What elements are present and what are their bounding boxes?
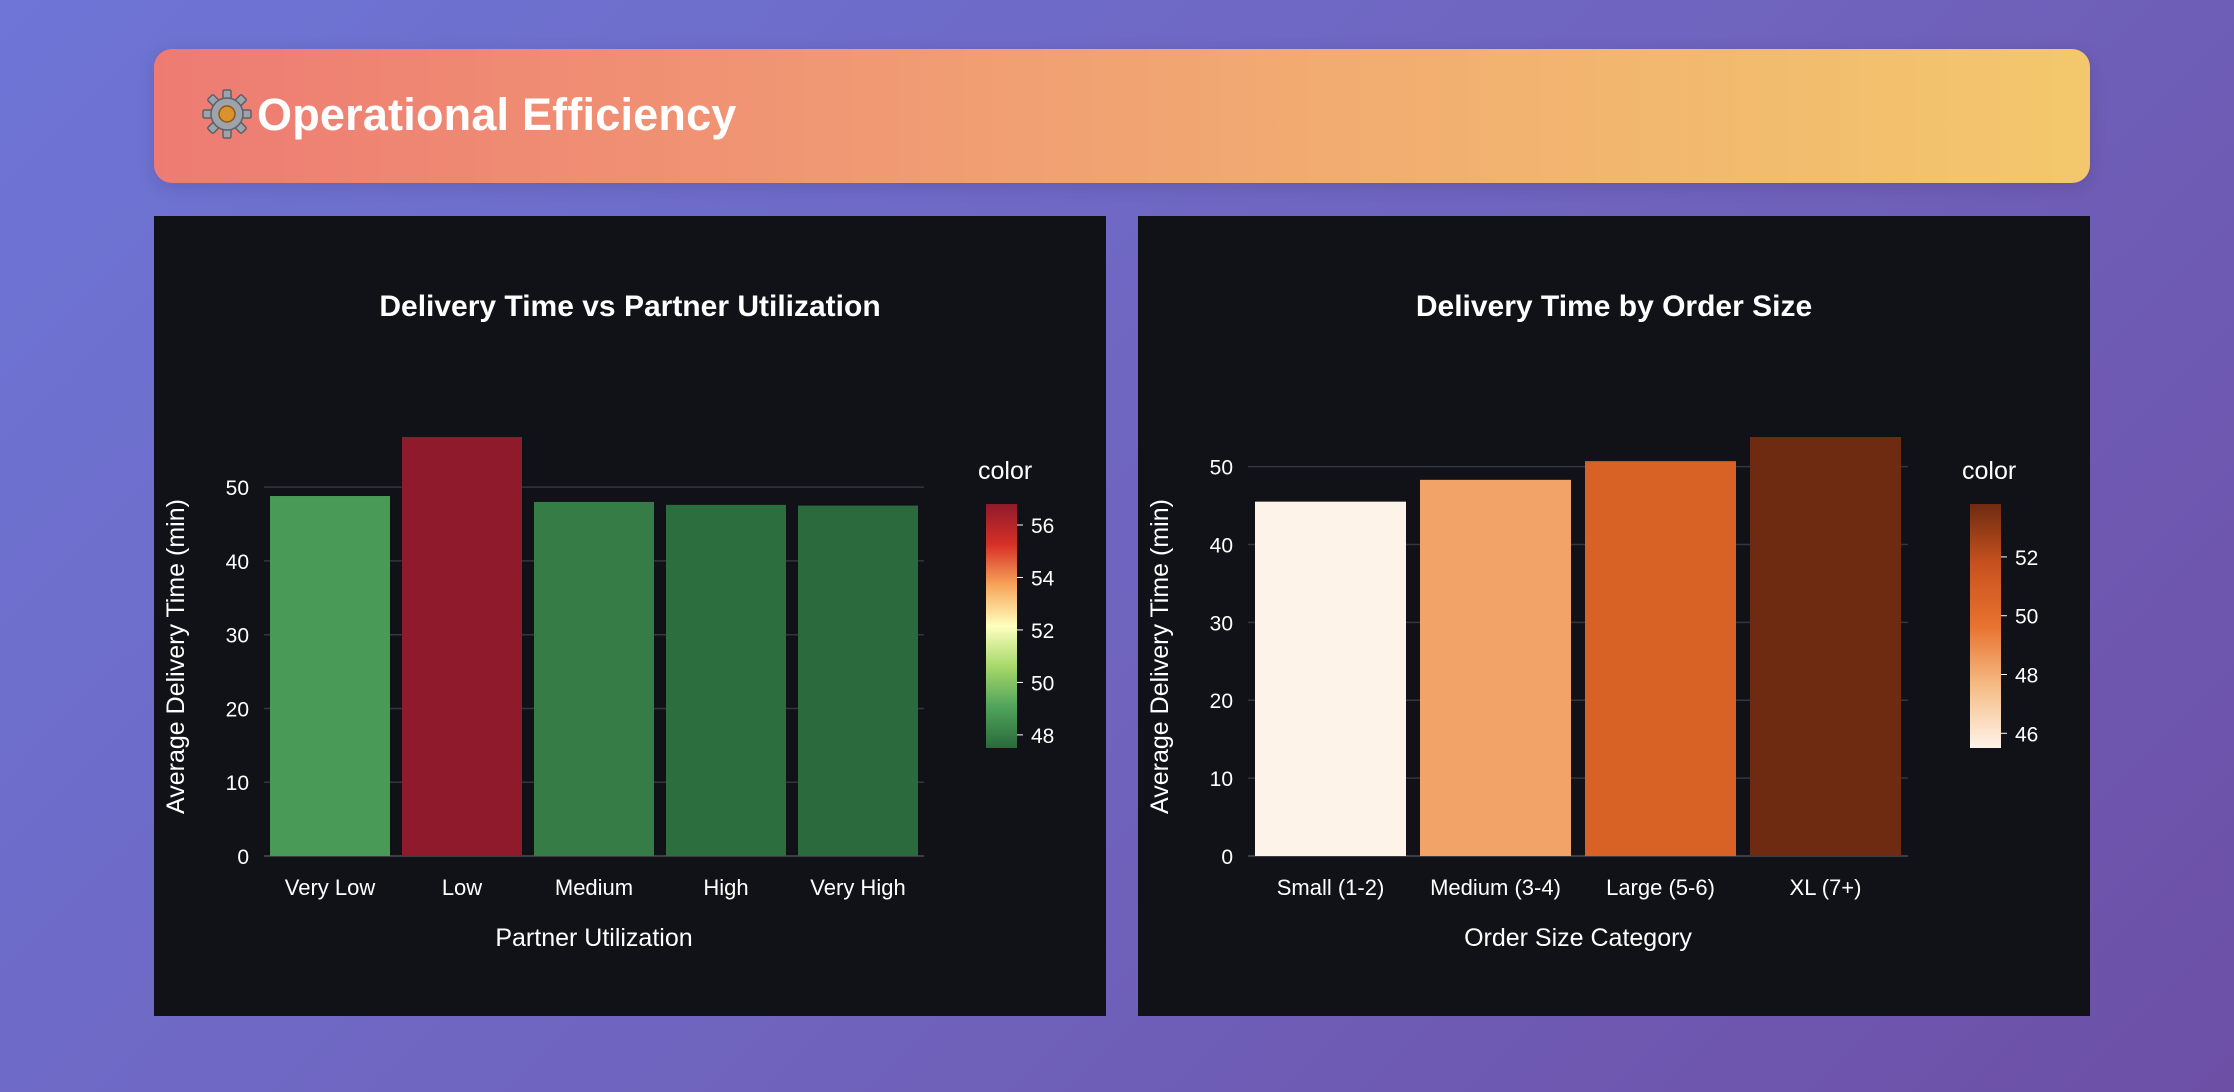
y-tick-label: 10 bbox=[1210, 768, 1233, 791]
bar-xl-7 bbox=[1750, 437, 1901, 856]
bar-large-5-6 bbox=[1585, 461, 1736, 856]
y-tick-label: 30 bbox=[226, 625, 249, 648]
y-tick-label: 20 bbox=[226, 698, 249, 721]
colorbar-title: color bbox=[1962, 457, 2016, 485]
chart-title: Delivery Time vs Partner Utilization bbox=[379, 290, 880, 323]
colorbar-tick-label: 46 bbox=[2015, 723, 2038, 746]
bar-medium-3-4 bbox=[1420, 479, 1571, 856]
bar-very-low bbox=[270, 496, 390, 856]
chart-panel-order-size: Delivery Time by Order Size 0 10 20 30 40 50 Sm… bbox=[1138, 216, 2090, 1016]
bar-low bbox=[402, 437, 522, 856]
y-tick-label: 50 bbox=[1210, 457, 1233, 480]
x-tick-label: Very High bbox=[810, 875, 905, 900]
colorbar-title: color bbox=[978, 457, 1032, 485]
colorbar-tick-label: 48 bbox=[2015, 665, 2038, 688]
y-tick-label: 40 bbox=[1210, 534, 1233, 557]
x-tick-label: XL (7+) bbox=[1790, 875, 1862, 900]
y-tick-label: 30 bbox=[1210, 612, 1233, 635]
x-tick-label: Low bbox=[442, 875, 482, 900]
x-tick-label: Large (5-6) bbox=[1606, 875, 1715, 900]
header-banner: Operational Efficiency bbox=[154, 49, 2090, 183]
chart-title: Delivery Time by Order Size bbox=[1416, 290, 1812, 323]
x-axis-label: Partner Utilization bbox=[495, 924, 692, 952]
colorbar-tick-label: 52 bbox=[1031, 620, 1054, 643]
bar-high bbox=[666, 504, 786, 856]
chart-panel-utilization: Delivery Time vs Partner Utilization 0 10 2… bbox=[154, 216, 1106, 1016]
y-axis-label: Average Delivery Time (min) bbox=[162, 499, 190, 814]
colorbar-tick-label: 50 bbox=[2015, 606, 2038, 629]
x-tick-label: Medium (3-4) bbox=[1430, 875, 1561, 900]
colorbar-tick-label: 50 bbox=[1031, 672, 1054, 695]
x-tick-label: Medium bbox=[555, 875, 633, 900]
y-tick-label: 40 bbox=[226, 551, 249, 574]
colorbar bbox=[986, 504, 1017, 748]
y-tick-label: 0 bbox=[237, 846, 249, 869]
x-tick-label: High bbox=[703, 875, 748, 900]
y-tick-label: 20 bbox=[1210, 690, 1233, 713]
gear-icon bbox=[202, 89, 252, 139]
chart-delivery-by-order-size: Delivery Time by Order Size 0 10 20 30 40 50 Sm… bbox=[1146, 290, 2038, 952]
bar-small-1-2 bbox=[1255, 501, 1406, 856]
colorbar-tick-label: 54 bbox=[1031, 567, 1055, 590]
bar-very-high bbox=[798, 505, 918, 856]
x-tick-label: Very Low bbox=[285, 875, 376, 900]
x-tick-label: Small (1-2) bbox=[1277, 875, 1385, 900]
y-tick-label: 50 bbox=[226, 477, 249, 500]
colorbar-tick-label: 52 bbox=[2015, 547, 2038, 570]
x-axis-label: Order Size Category bbox=[1464, 924, 1692, 952]
colorbar bbox=[1970, 504, 2001, 748]
chart-delivery-vs-utilization: Delivery Time vs Partner Utilization 0 10 2… bbox=[162, 290, 1055, 952]
bar-medium bbox=[534, 501, 654, 856]
page-title: Operational Efficiency bbox=[257, 89, 737, 140]
colorbar-tick-label: 48 bbox=[1031, 725, 1054, 748]
y-tick-label: 10 bbox=[226, 772, 249, 795]
y-tick-label: 0 bbox=[1221, 846, 1233, 869]
colorbar-tick-label: 56 bbox=[1031, 515, 1054, 538]
y-axis-label: Average Delivery Time (min) bbox=[1146, 499, 1174, 814]
